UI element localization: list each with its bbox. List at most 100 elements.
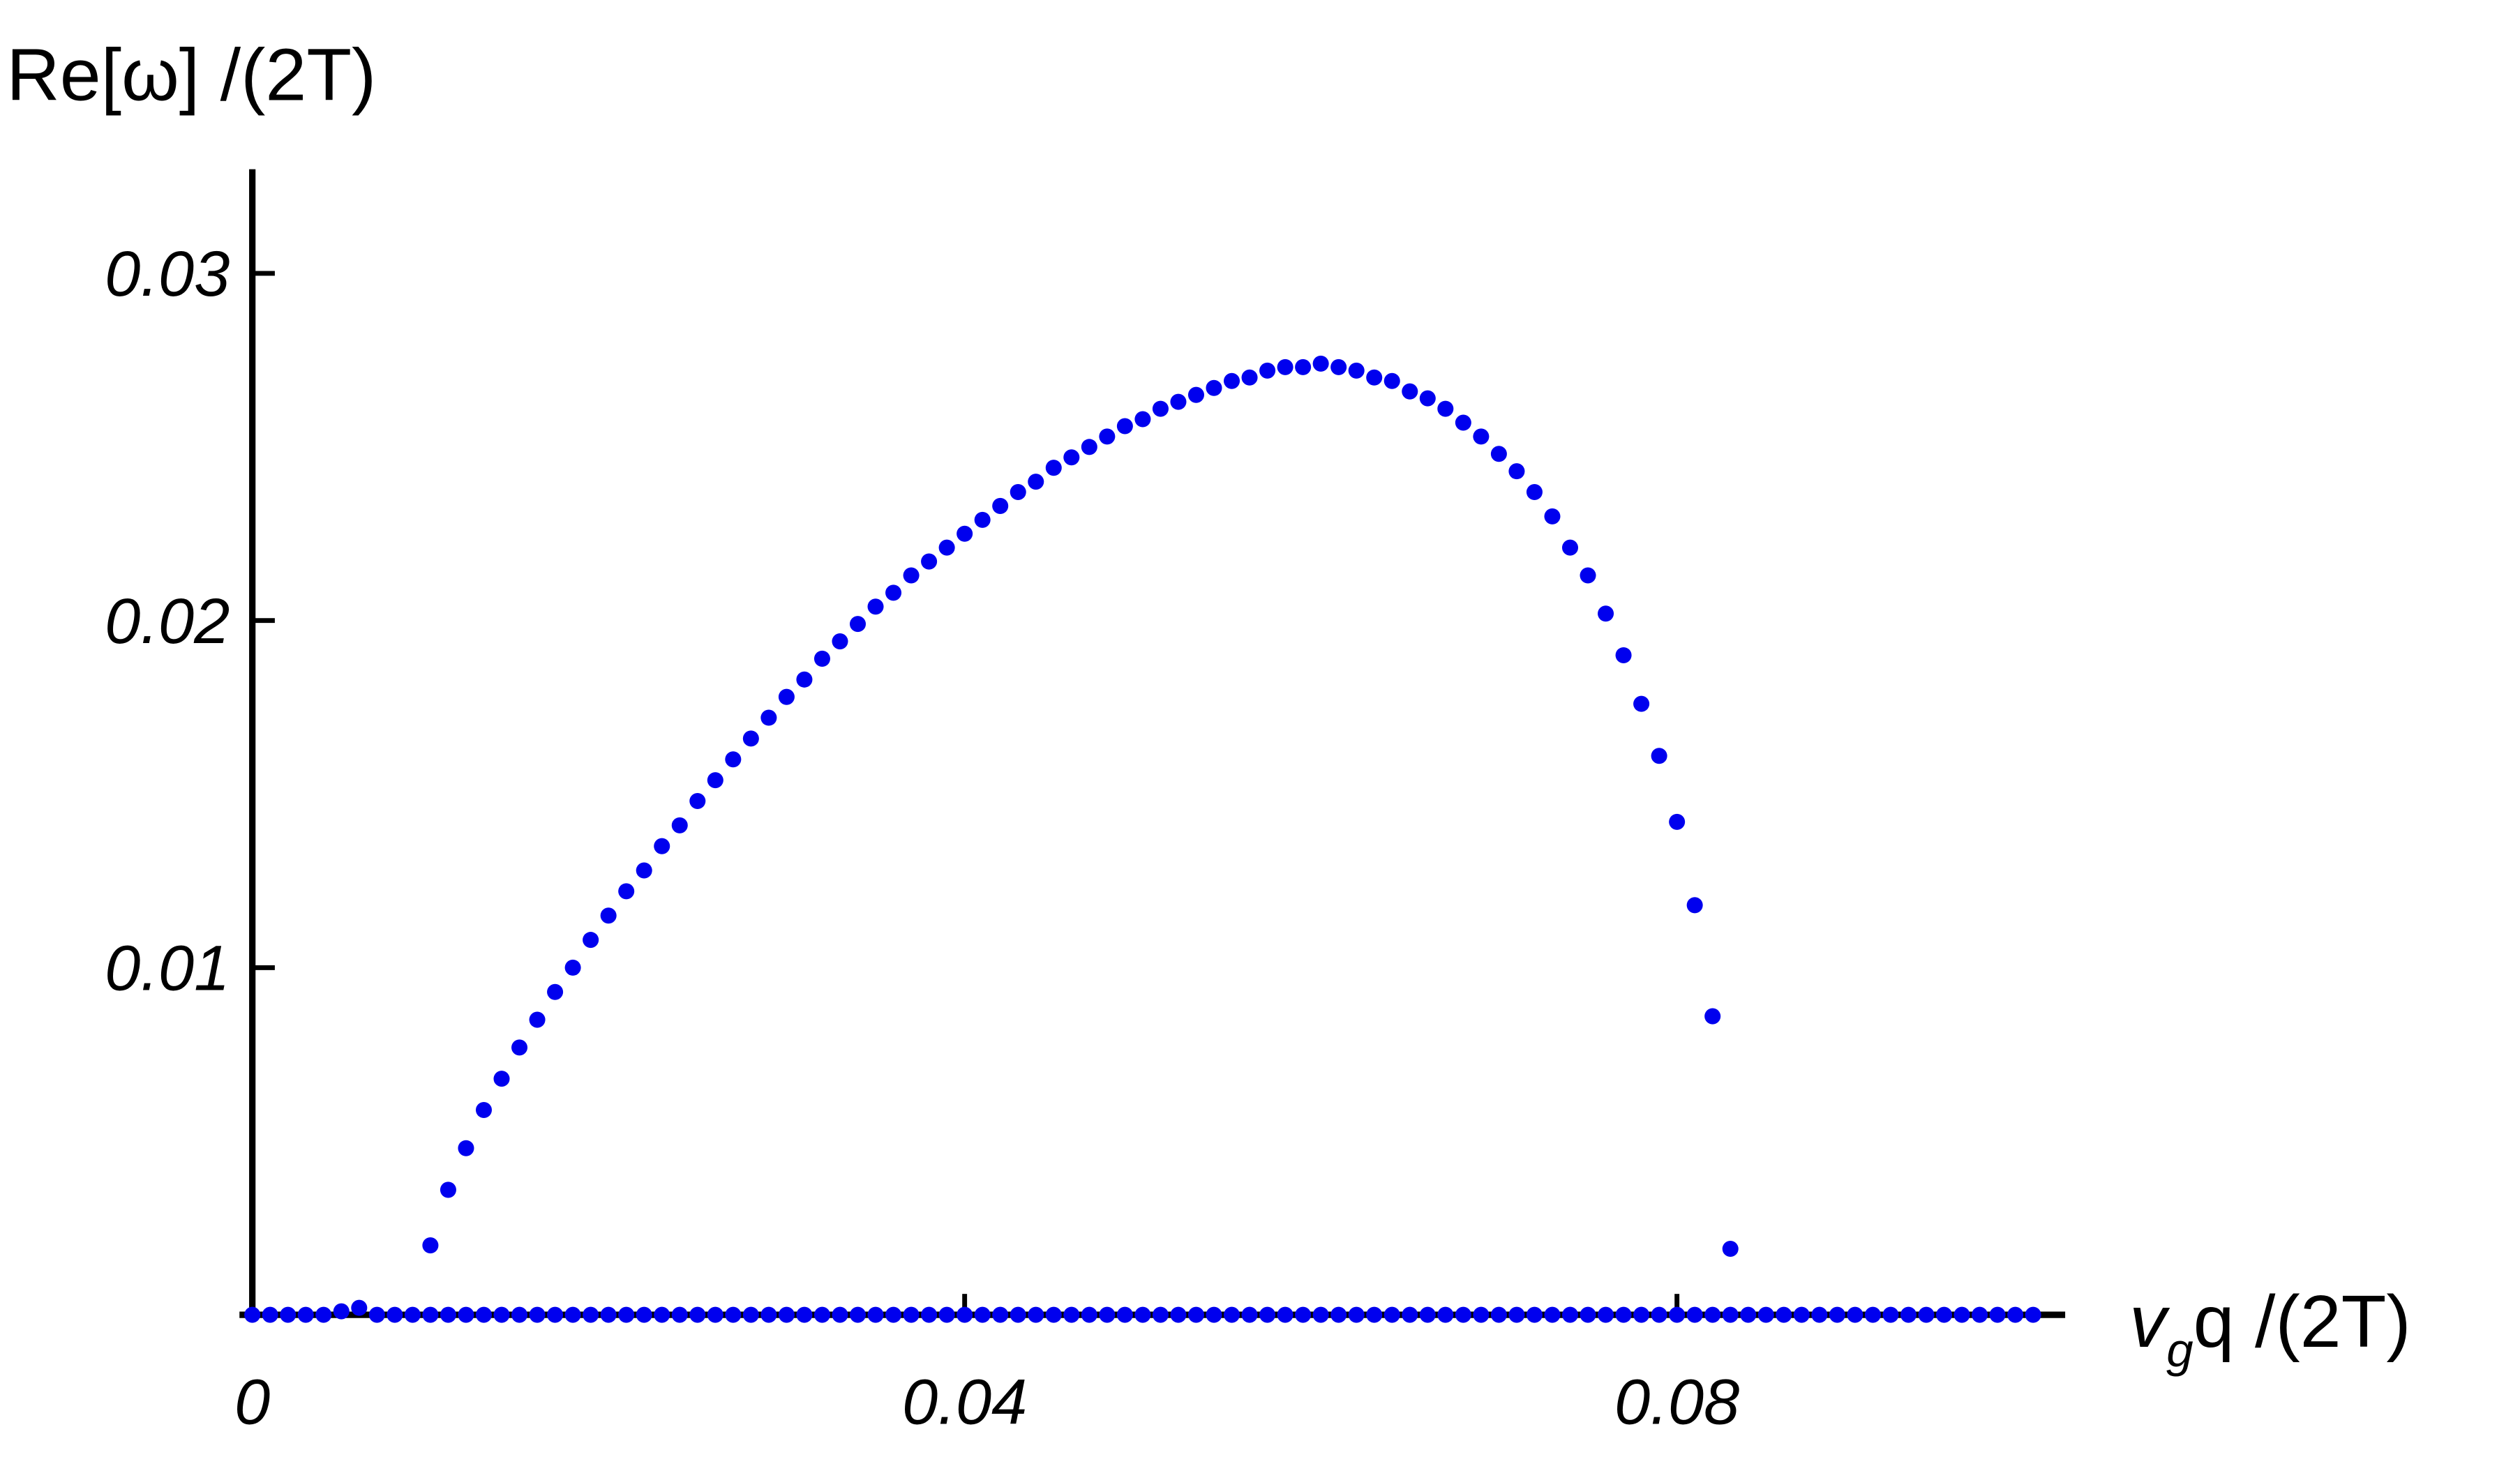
data-point bbox=[583, 1306, 599, 1323]
data-point bbox=[1811, 1306, 1828, 1323]
data-point bbox=[351, 1299, 368, 1316]
data-point bbox=[1330, 1306, 1347, 1323]
x-tick-label: 0 bbox=[234, 1366, 270, 1438]
data-point bbox=[1295, 358, 1312, 375]
data-point bbox=[475, 1306, 493, 1323]
data-point bbox=[1187, 386, 1204, 403]
data-point bbox=[1633, 1306, 1650, 1323]
data-point bbox=[1722, 1241, 1739, 1258]
data-point bbox=[1669, 813, 1686, 830]
data-point bbox=[440, 1182, 456, 1198]
data-point bbox=[654, 838, 670, 854]
data-point bbox=[938, 1306, 955, 1323]
x-tick-label: 0.08 bbox=[1614, 1366, 1739, 1438]
data-point bbox=[280, 1306, 297, 1323]
data-point bbox=[867, 1306, 884, 1323]
data-point bbox=[1224, 372, 1240, 389]
data-point bbox=[1580, 1306, 1596, 1323]
data-point bbox=[297, 1306, 314, 1323]
data-point bbox=[921, 1306, 938, 1323]
data-point bbox=[1526, 484, 1543, 501]
data-point bbox=[742, 730, 759, 747]
data-point bbox=[1206, 379, 1222, 396]
data-point bbox=[1847, 1306, 1863, 1323]
x-label-part: q /(2T) bbox=[2193, 1281, 2411, 1363]
data-point bbox=[1598, 605, 1614, 622]
data-point bbox=[778, 1306, 795, 1323]
data-point bbox=[618, 883, 635, 900]
data-point bbox=[1081, 1306, 1097, 1323]
data-point bbox=[903, 567, 920, 584]
data-point bbox=[885, 1306, 902, 1323]
data-point bbox=[244, 1306, 261, 1323]
data-point bbox=[475, 1101, 493, 1118]
data-point bbox=[1277, 1306, 1293, 1323]
data-point bbox=[1152, 1306, 1169, 1323]
data-point bbox=[1455, 414, 1471, 431]
data-point bbox=[1561, 539, 1579, 556]
x-axis-label: vgq /(2T) bbox=[2129, 1281, 2410, 1377]
data-point bbox=[1348, 1306, 1365, 1323]
data-point bbox=[1099, 1306, 1116, 1323]
data-point bbox=[813, 1306, 830, 1323]
data-point bbox=[315, 1306, 332, 1323]
data-point bbox=[493, 1306, 510, 1323]
data-point bbox=[742, 1306, 759, 1323]
data-point bbox=[689, 792, 706, 810]
data-point bbox=[1473, 428, 1490, 445]
data-point bbox=[1277, 358, 1293, 375]
data-point bbox=[1490, 446, 1507, 462]
data-point bbox=[1152, 400, 1169, 417]
data-point bbox=[1437, 1306, 1454, 1323]
data-point bbox=[636, 1306, 652, 1323]
data-point bbox=[1882, 1306, 1899, 1323]
data-point bbox=[654, 1306, 670, 1323]
data-point bbox=[529, 1306, 546, 1323]
data-point bbox=[1366, 1306, 1383, 1323]
data-point bbox=[458, 1140, 474, 1156]
data-point bbox=[529, 1011, 546, 1028]
data-point bbox=[1259, 1306, 1276, 1323]
data-point bbox=[957, 1306, 973, 1323]
data-point bbox=[547, 983, 564, 1000]
data-point bbox=[938, 539, 955, 556]
data-point bbox=[1900, 1306, 1917, 1323]
data-point bbox=[671, 817, 688, 833]
x-label-part: v bbox=[2129, 1281, 2170, 1363]
data-point bbox=[1366, 369, 1383, 386]
data-point bbox=[493, 1071, 510, 1087]
data-point bbox=[333, 1303, 350, 1320]
data-point bbox=[1241, 369, 1258, 386]
data-point bbox=[1330, 358, 1347, 375]
data-point bbox=[1455, 1306, 1471, 1323]
data-point bbox=[1402, 383, 1418, 400]
data-point bbox=[583, 932, 599, 949]
data-point bbox=[404, 1306, 421, 1323]
data-point bbox=[1170, 1306, 1187, 1323]
data-point bbox=[1063, 449, 1080, 466]
data-point bbox=[760, 1306, 777, 1323]
data-point bbox=[1010, 484, 1026, 501]
data-point bbox=[387, 1306, 403, 1323]
data-point bbox=[1473, 1306, 1490, 1323]
data-point bbox=[422, 1237, 439, 1254]
data-point bbox=[1134, 411, 1151, 428]
data-point bbox=[1953, 1306, 1970, 1323]
data-point bbox=[832, 633, 848, 650]
data-point bbox=[974, 1306, 991, 1323]
data-point bbox=[1561, 1306, 1579, 1323]
data-point bbox=[422, 1306, 439, 1323]
data-point bbox=[1312, 355, 1329, 372]
data-point bbox=[849, 616, 867, 633]
data-point bbox=[1598, 1306, 1614, 1323]
y-axis-label: Re[ω] /(2T) bbox=[6, 34, 376, 116]
data-point bbox=[1010, 1306, 1026, 1323]
data-point bbox=[368, 1306, 385, 1323]
data-point bbox=[1615, 1306, 1632, 1323]
data-point bbox=[1099, 428, 1116, 445]
data-point bbox=[1402, 1306, 1418, 1323]
data-point bbox=[992, 1306, 1009, 1323]
data-point bbox=[707, 1306, 723, 1323]
data-point bbox=[1669, 1306, 1686, 1323]
